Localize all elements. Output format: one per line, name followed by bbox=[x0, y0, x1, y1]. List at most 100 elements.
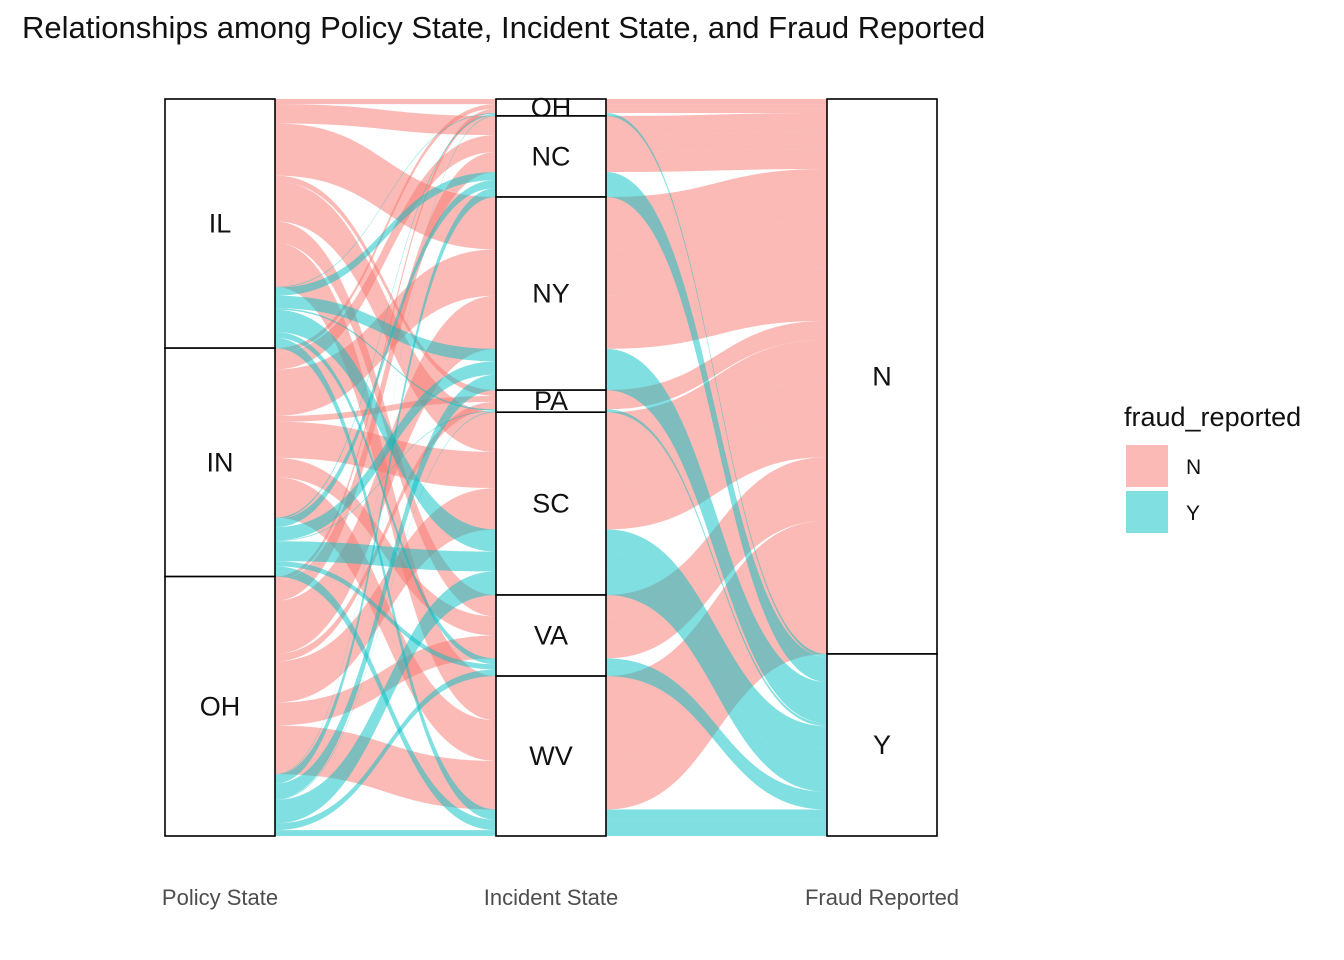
axis-label-1: Incident State bbox=[484, 885, 619, 910]
flow-OH-OH-Y-right bbox=[606, 115, 827, 657]
flow-OH-SC-N-left bbox=[275, 488, 496, 703]
legend-key-N bbox=[1126, 445, 1168, 487]
flow-IL-OH-Y-right bbox=[606, 113, 827, 655]
stratum-0-IN: IN bbox=[164, 347, 276, 578]
flow-OH-OH-N-right bbox=[606, 108, 827, 114]
flow-IN-WV-Y-right bbox=[606, 819, 827, 831]
stratum-box-NC bbox=[495, 115, 607, 198]
flow-IN-NY-Y-right bbox=[606, 361, 827, 708]
flow-IN-WV-N-left bbox=[275, 477, 496, 761]
flow-OH-SC-Y-right bbox=[606, 571, 827, 792]
flow-IL-VA-Y-left bbox=[275, 331, 496, 665]
flow-OH-SC-Y-left bbox=[275, 571, 496, 824]
flow-IN-VA-Y-right bbox=[606, 664, 827, 803]
flow-OH-WV-Y-left bbox=[275, 830, 496, 836]
flow-IL-NC-Y-right bbox=[606, 171, 827, 666]
flow-OH-NY-Y-left bbox=[275, 374, 496, 800]
stratum-box-SC bbox=[495, 411, 607, 596]
legend-label-N: N bbox=[1186, 456, 1201, 479]
legend: fraud_reported NY bbox=[1124, 402, 1301, 533]
flow-IN-VA-Y-left bbox=[275, 561, 496, 670]
flow-IL-VA-N-left bbox=[275, 221, 496, 617]
stratum-box-Y bbox=[826, 653, 938, 837]
stratum-box-N bbox=[826, 98, 938, 655]
flow-IN-VA-N-right bbox=[606, 478, 827, 636]
flow-OH-OH-Y-left bbox=[275, 115, 496, 775]
flow-IN-OH-Y-right bbox=[606, 113, 827, 657]
flow-IN-PA-N-left bbox=[275, 396, 496, 422]
flow-OH-PA-Y-right bbox=[606, 411, 827, 727]
flow-OH-WV-Y-right bbox=[606, 830, 827, 836]
stratum-label-VA: VA bbox=[534, 621, 568, 651]
stratum-label-PA: PA bbox=[534, 386, 568, 416]
flow-IL-VA-Y-right bbox=[606, 658, 827, 798]
flow-IL-WV-Y-right bbox=[606, 809, 827, 820]
legend-key-Y bbox=[1126, 491, 1168, 533]
stratum-box-IL bbox=[164, 98, 276, 349]
flow-OH-NC-N-right bbox=[606, 149, 827, 172]
flow-OH-PA-N-right bbox=[606, 332, 827, 410]
flow-OH-NY-Y-right bbox=[606, 374, 827, 724]
flow-OH-OH-N-left bbox=[275, 108, 496, 581]
stratum-label-N: N bbox=[872, 361, 892, 391]
stratum-1-VA: VA bbox=[495, 594, 607, 677]
stratum-1-PA: PA bbox=[495, 386, 607, 416]
flow-IN-NC-N-right bbox=[606, 132, 827, 153]
stratum-box-OH bbox=[164, 575, 276, 837]
chart-title: Relationships among Policy State, Incide… bbox=[22, 10, 986, 45]
flows-layer bbox=[275, 99, 827, 836]
stratum-box-IN bbox=[164, 347, 276, 578]
flow-IL-NY-Y-left bbox=[275, 295, 496, 362]
stratum-label-NY: NY bbox=[532, 279, 570, 309]
flow-IL-OH-Y-left bbox=[275, 113, 496, 288]
flow-OH-NC-Y-left bbox=[275, 188, 496, 784]
flow-IL-SC-Y-left bbox=[275, 309, 496, 552]
stratum-2-N: N bbox=[826, 98, 938, 655]
legend-label-Y: Y bbox=[1186, 502, 1200, 525]
flow-IL-WV-N-right bbox=[606, 520, 827, 721]
stratum-label-Y: Y bbox=[873, 730, 891, 760]
flow-IN-NY-N-right bbox=[606, 221, 827, 296]
flow-IL-PA-Y-left bbox=[275, 308, 496, 411]
flow-IN-SC-Y-left bbox=[275, 541, 496, 572]
flow-IN-NC-Y-left bbox=[275, 180, 496, 528]
flow-IN-NC-Y-right bbox=[606, 180, 827, 674]
flow-OH-VA-N-right bbox=[606, 497, 827, 659]
flow-IN-OH-N-right bbox=[606, 104, 827, 109]
flow-OH-SC-N-right bbox=[606, 415, 827, 530]
stratum-box-WV bbox=[495, 675, 607, 837]
flow-IL-NC-N-right bbox=[606, 113, 827, 136]
flow-IN-NY-Y-left bbox=[275, 361, 496, 541]
flow-OH-NY-N-right bbox=[606, 267, 827, 349]
flow-IL-OH-N-right bbox=[606, 99, 827, 105]
flow-IL-NY-Y-right bbox=[606, 348, 827, 695]
flow-OH-NC-Y-right bbox=[606, 188, 827, 682]
flow-IL-NC-N-left bbox=[275, 104, 496, 136]
stratum-label-NC: NC bbox=[532, 141, 571, 171]
flow-OH-VA-Y-left bbox=[275, 669, 496, 831]
stratum-2-Y: Y bbox=[826, 653, 938, 837]
legend-title: fraud_reported bbox=[1124, 402, 1301, 432]
flow-IN-PA-N-right bbox=[606, 326, 827, 402]
stratum-0-OH: OH bbox=[164, 575, 276, 837]
flow-OH-PA-N-left bbox=[275, 401, 496, 662]
flow-IN-OH-Y-left bbox=[275, 113, 496, 520]
stratum-label-SC: SC bbox=[532, 489, 570, 519]
stratum-label-WV: WV bbox=[529, 741, 573, 771]
flow-IL-WV-Y-left bbox=[275, 337, 496, 820]
flow-IL-OH-N-left bbox=[275, 99, 496, 105]
flow-OH-NY-N-left bbox=[275, 295, 496, 654]
flow-IL-SC-Y-right bbox=[606, 529, 827, 749]
flow-IL-PA-Y-right bbox=[606, 409, 827, 725]
axis-label-2: Fraud Reported bbox=[805, 885, 959, 910]
stratum-0-IL: IL bbox=[164, 98, 276, 349]
stratum-label-OH: OH bbox=[200, 691, 241, 721]
stratum-1-NC: NC bbox=[495, 115, 607, 198]
flow-IN-NC-N-left bbox=[275, 135, 496, 370]
stratum-1-SC: SC bbox=[495, 411, 607, 596]
flow-IN-OH-N-left bbox=[275, 104, 496, 353]
flow-IN-PA-Y-right bbox=[606, 410, 827, 726]
stratum-box-NY bbox=[495, 196, 607, 391]
